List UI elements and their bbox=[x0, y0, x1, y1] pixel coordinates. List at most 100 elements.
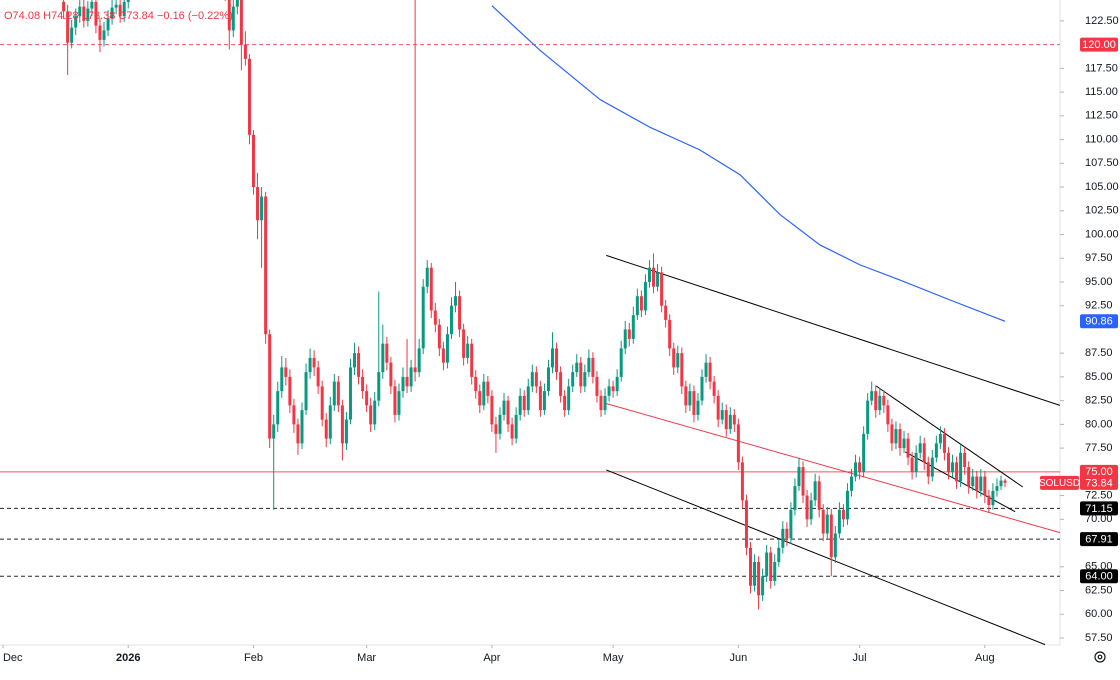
candle-body bbox=[660, 272, 664, 306]
candle-body bbox=[765, 552, 769, 577]
candle-body bbox=[490, 395, 494, 425]
candle-body bbox=[841, 509, 845, 520]
x-tick-label: Jul bbox=[853, 652, 867, 664]
candle-body bbox=[955, 462, 959, 482]
candle-body bbox=[227, 0, 231, 31]
candle-body bbox=[78, 6, 82, 17]
candle-body bbox=[122, 1, 126, 17]
candle-body bbox=[510, 424, 514, 439]
candle-body bbox=[926, 462, 930, 477]
y-tick-label: 117.50 bbox=[1085, 62, 1118, 74]
candle-body bbox=[514, 414, 518, 439]
candle-body bbox=[284, 367, 288, 377]
candle-body bbox=[373, 400, 377, 425]
candle-body bbox=[934, 443, 938, 458]
candle-body bbox=[542, 391, 546, 411]
price-label-box bbox=[1080, 314, 1118, 329]
candle-body bbox=[696, 400, 700, 415]
candle-body bbox=[910, 457, 914, 472]
candle-body bbox=[429, 267, 433, 311]
y-tick-label: 105.00 bbox=[1085, 181, 1119, 193]
x-tick-label: Aug bbox=[975, 652, 995, 664]
candle-body bbox=[946, 452, 950, 472]
candle-body bbox=[712, 381, 716, 396]
candle-body bbox=[704, 362, 708, 377]
candle-body bbox=[587, 357, 591, 373]
candle-body bbox=[90, 1, 94, 9]
x-tick-label: Dec bbox=[3, 652, 23, 664]
candle-body bbox=[252, 134, 256, 188]
candle-body bbox=[845, 490, 849, 520]
price-label: 90.86 bbox=[1085, 316, 1113, 328]
y-tick-label: 100.00 bbox=[1085, 228, 1119, 240]
candle-body bbox=[837, 509, 841, 534]
candle-body bbox=[676, 353, 680, 368]
candle-body bbox=[538, 386, 542, 411]
candle-body bbox=[551, 348, 555, 368]
candle-body bbox=[437, 324, 441, 349]
x-tick-label: Mar bbox=[357, 652, 376, 664]
candle-body bbox=[486, 381, 490, 396]
candle-body bbox=[365, 391, 369, 406]
y-tick-label: 97.50 bbox=[1085, 252, 1113, 264]
candle-body bbox=[757, 562, 761, 596]
trend-line bbox=[606, 254, 1060, 406]
candle-body bbox=[914, 452, 918, 472]
price-label: 120.00 bbox=[1082, 39, 1116, 51]
candle-body bbox=[850, 476, 854, 491]
candle-body bbox=[652, 267, 656, 287]
candle-body bbox=[86, 8, 90, 21]
candle-body bbox=[348, 367, 352, 420]
candle-body bbox=[312, 357, 316, 368]
ohlc-open: O74.08 bbox=[4, 10, 40, 22]
candle-body bbox=[82, 6, 86, 21]
candle-body bbox=[688, 391, 692, 406]
candle-body bbox=[874, 391, 878, 411]
candle-body bbox=[878, 395, 882, 411]
candle-body bbox=[526, 386, 530, 411]
candle-body bbox=[433, 310, 437, 325]
y-tick-label: 107.50 bbox=[1085, 157, 1119, 169]
candle-body bbox=[975, 476, 979, 491]
candle-body bbox=[118, 4, 122, 17]
candle-body bbox=[983, 476, 987, 496]
plot-area bbox=[0, 0, 1060, 645]
settings-icon[interactable] bbox=[1094, 651, 1106, 663]
candle-body bbox=[801, 467, 805, 496]
candle-body bbox=[773, 562, 777, 582]
candle-body bbox=[256, 187, 260, 221]
candle-body bbox=[401, 376, 405, 392]
price-label-box bbox=[1080, 475, 1118, 490]
y-tick-label: 85.00 bbox=[1085, 371, 1113, 383]
candle-body bbox=[563, 395, 567, 411]
candle-body bbox=[963, 452, 967, 468]
candle-body bbox=[922, 443, 926, 463]
candle-body bbox=[470, 343, 474, 377]
candle-body bbox=[74, 16, 78, 28]
candle-body bbox=[102, 30, 106, 40]
candle-body bbox=[441, 348, 445, 363]
candle-body bbox=[623, 329, 627, 349]
y-tick-label: 72.50 bbox=[1085, 489, 1113, 501]
candle-body bbox=[769, 552, 773, 582]
candle-body bbox=[300, 410, 304, 444]
candle-body bbox=[627, 329, 631, 339]
candle-body bbox=[247, 58, 251, 135]
candle-body bbox=[938, 433, 942, 444]
trend-line bbox=[604, 402, 1060, 534]
candle-body bbox=[882, 395, 886, 406]
candle-body bbox=[789, 509, 793, 539]
candle-body bbox=[761, 576, 765, 596]
price-label: 71.15 bbox=[1085, 503, 1113, 515]
candle-body bbox=[858, 462, 862, 472]
candle-body bbox=[70, 27, 74, 43]
candle-body bbox=[385, 343, 389, 363]
candle-body bbox=[591, 357, 595, 377]
price-label-box bbox=[1080, 501, 1118, 516]
price-label: 73.84 bbox=[1085, 477, 1113, 489]
candle-body bbox=[567, 386, 571, 411]
candle-body bbox=[357, 353, 361, 377]
candle-body bbox=[405, 376, 409, 387]
candle-body bbox=[425, 267, 429, 287]
